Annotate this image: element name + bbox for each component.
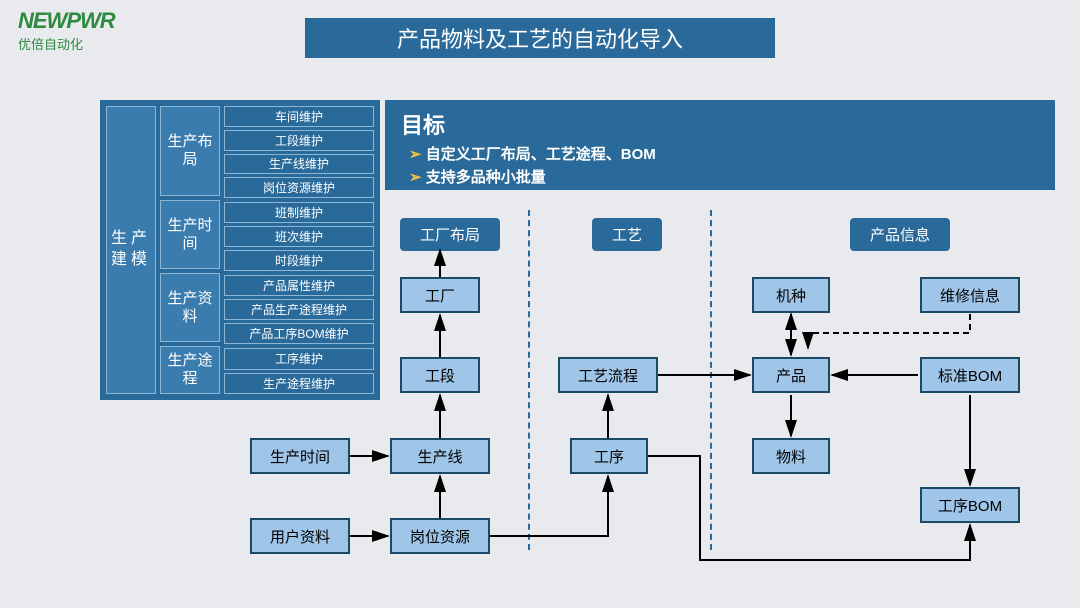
matrix-item: 岗位资源维护 xyxy=(224,177,374,198)
matrix-item: 产品属性维护 xyxy=(224,275,374,296)
logo-sub: 优倍自动化 xyxy=(18,34,115,53)
matrix-item: 生产途程维护 xyxy=(224,373,374,395)
matrix-item: 时段维护 xyxy=(224,250,374,271)
matrix-item: 车间维护 xyxy=(224,106,374,127)
flow-node: 工序 xyxy=(570,438,648,474)
matrix-group: 生产布局 xyxy=(160,106,220,196)
column-divider xyxy=(710,210,712,550)
flow-node: 工段 xyxy=(400,357,480,393)
matrix-root: 生产建模 xyxy=(106,106,156,394)
matrix-item: 班次维护 xyxy=(224,226,374,247)
logo: NEWPWR 优倍自动化 xyxy=(18,8,115,53)
section-header: 工厂布局 xyxy=(400,218,500,251)
flow-node: 工厂 xyxy=(400,277,480,313)
flow-node: 标准BOM xyxy=(920,357,1020,393)
page-title: 产品物料及工艺的自动化导入 xyxy=(305,18,775,58)
matrix-item: 班制维护 xyxy=(224,202,374,223)
matrix-item: 产品工序BOM维护 xyxy=(224,323,374,344)
matrix-group: 生产资料 xyxy=(160,273,220,342)
flow-node: 岗位资源 xyxy=(390,518,490,554)
flow-node: 生产线 xyxy=(390,438,490,474)
goal-title: 目标 xyxy=(401,108,1039,140)
section-header: 工艺 xyxy=(592,218,662,251)
goal-item: 支持多品种小批量 xyxy=(409,167,1039,190)
matrix-group: 生产途程 xyxy=(160,346,220,394)
flow-node: 产品 xyxy=(752,357,830,393)
matrix-group: 生产时间 xyxy=(160,200,220,269)
flow-node: 维修信息 xyxy=(920,277,1020,313)
section-header: 产品信息 xyxy=(850,218,950,251)
flow-node: 机种 xyxy=(752,277,830,313)
logo-main: NEWPWR xyxy=(18,8,115,34)
flow-node: 物料 xyxy=(752,438,830,474)
flow-node: 生产时间 xyxy=(250,438,350,474)
column-divider xyxy=(528,210,530,550)
flow-node: 工艺流程 xyxy=(558,357,658,393)
goal-item: 自定义工厂布局、工艺途程、BOM xyxy=(409,144,1039,167)
matrix-item: 工序维护 xyxy=(224,348,374,370)
matrix-item: 生产线维护 xyxy=(224,154,374,175)
goal-box: 目标 自定义工厂布局、工艺途程、BOM支持多品种小批量 xyxy=(385,100,1055,190)
matrix-item: 产品生产途程维护 xyxy=(224,299,374,320)
flow-node: 工序BOM xyxy=(920,487,1020,523)
matrix-panel: 生产建模 生产布局生产时间生产资料生产途程 车间维护工段维护生产线维护岗位资源维… xyxy=(100,100,380,400)
flow-node: 用户资料 xyxy=(250,518,350,554)
matrix-item: 工段维护 xyxy=(224,130,374,151)
